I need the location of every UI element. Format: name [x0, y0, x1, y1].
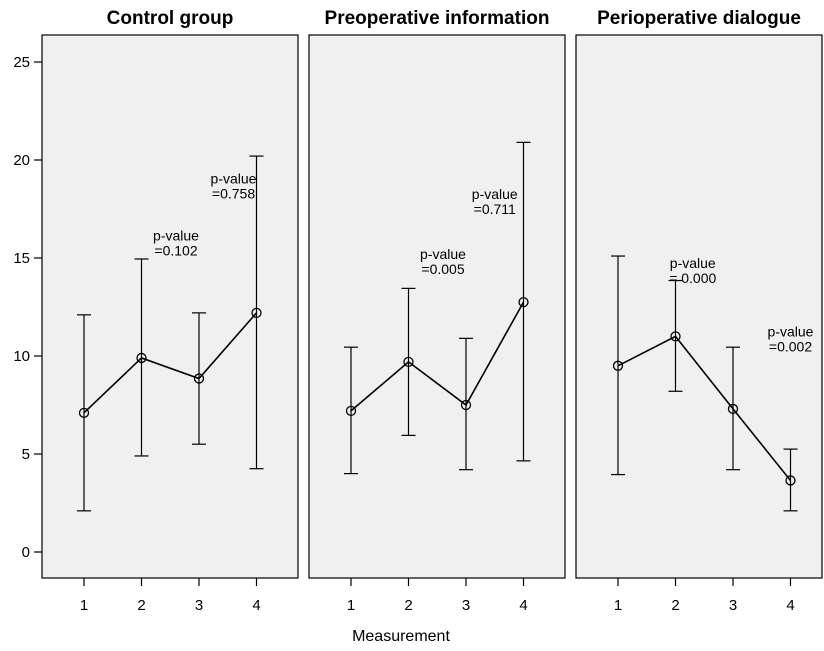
- mean-point: [345, 405, 357, 417]
- x-tick-label: 3: [195, 597, 203, 614]
- x-tick-label: 1: [347, 597, 355, 614]
- mean-point: [136, 352, 147, 364]
- mean-point: [193, 373, 205, 384]
- p-value-number: =0.102: [154, 242, 197, 258]
- p-value-label: p-value: [153, 227, 199, 243]
- x-tick-label: 4: [786, 597, 794, 614]
- y-tick-label: 15: [13, 250, 30, 267]
- x-tick-label: 4: [519, 597, 527, 614]
- x-tick-label: 3: [462, 597, 470, 614]
- mean-line: [350, 301, 525, 412]
- panel-background: [575, 34, 823, 579]
- mean-point: [251, 307, 262, 319]
- mean-point: [612, 360, 624, 371]
- mean-point: [78, 407, 90, 418]
- x-tick-label: 2: [404, 597, 412, 614]
- mean-point: [727, 403, 739, 415]
- p-value-number: =0.711: [474, 201, 516, 217]
- panel-title: Control group: [107, 8, 234, 29]
- p-value-number: =0.005: [421, 261, 464, 277]
- p-value-number: = 0.000: [669, 270, 716, 286]
- mean-line: [617, 335, 792, 481]
- p-value-label: p-value: [768, 323, 814, 339]
- panel-title: Perioperative dialogue: [597, 8, 801, 29]
- x-tick-label: 3: [729, 597, 737, 614]
- x-tick-label: 1: [614, 597, 622, 614]
- mean-line: [83, 312, 258, 414]
- x-tick-label: 1: [80, 597, 88, 614]
- x-tick-label: 4: [252, 597, 260, 614]
- x-tick-label: 2: [671, 597, 679, 614]
- mean-point: [403, 356, 414, 368]
- x-tick-label: 2: [137, 597, 145, 614]
- y-tick-label: 25: [13, 54, 30, 71]
- panel-title: Preoperative information: [325, 8, 550, 29]
- mean-point: [518, 296, 529, 308]
- x-axis-title: Measurement: [352, 628, 450, 645]
- p-value-number: =0.002: [769, 338, 812, 354]
- y-tick-label: 20: [13, 152, 30, 169]
- panel-background: [308, 34, 566, 579]
- panel-background: [41, 34, 299, 579]
- y-tick-label: 10: [13, 348, 30, 365]
- mean-point: [460, 399, 472, 411]
- y-axis: 0 5 10 15 20 25: [13, 54, 42, 561]
- p-value-label: p-value: [211, 171, 257, 187]
- mean-point: [670, 331, 681, 342]
- p-value-number: =0.758: [212, 186, 255, 202]
- p-value-label: p-value: [420, 246, 466, 262]
- y-tick-label: 0: [22, 544, 30, 561]
- mean-point: [785, 475, 796, 486]
- p-value-label: p-value: [472, 186, 518, 202]
- y-tick-label: 5: [22, 446, 30, 463]
- p-value-label: p-value: [670, 255, 716, 271]
